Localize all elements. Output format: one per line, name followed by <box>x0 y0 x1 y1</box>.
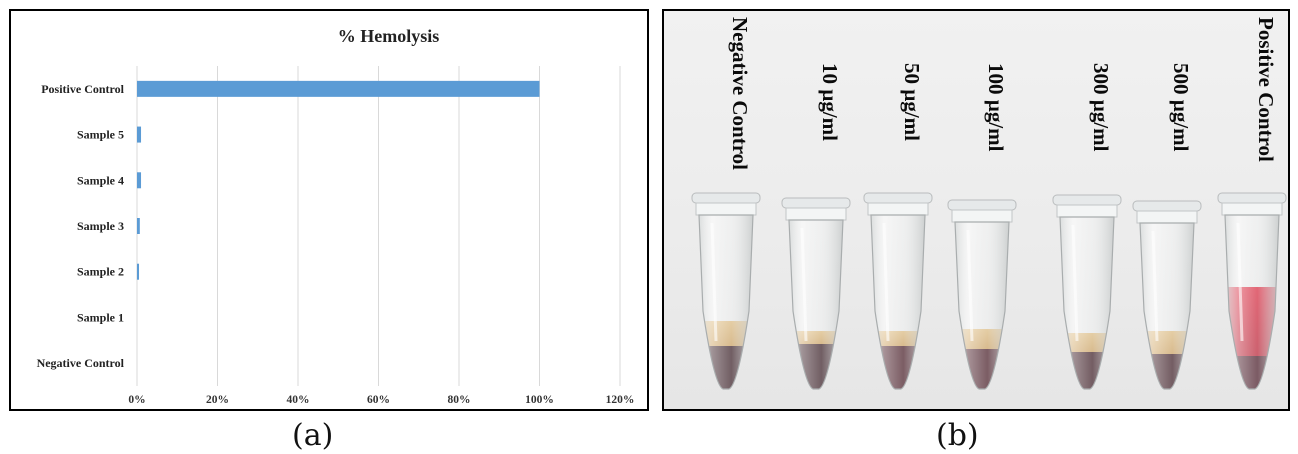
microtube <box>691 192 761 390</box>
category-label: Sample 3 <box>77 219 124 233</box>
tube-label: Positive Control <box>1254 17 1278 162</box>
tube-rim <box>785 207 847 221</box>
tube-highlight <box>882 222 890 342</box>
category-label: Negative Control <box>37 356 125 370</box>
tube-cap <box>863 192 933 204</box>
tube-label: 300 µg/ml <box>1089 63 1113 152</box>
x-tick-label: 60% <box>367 394 390 406</box>
tube-body <box>870 214 926 390</box>
tube-rim <box>1221 202 1283 216</box>
category-label: Positive Control <box>41 82 124 96</box>
chart-title: % Hemolysis <box>338 26 440 46</box>
tube-body <box>954 221 1010 390</box>
tube-body <box>788 219 844 390</box>
x-tick-label: 20% <box>206 394 229 406</box>
tube-highlight <box>1236 222 1244 342</box>
tube-rim <box>1056 204 1118 218</box>
tube-rim <box>695 202 757 216</box>
category-label: Sample 4 <box>77 173 124 187</box>
tube-highlight <box>966 229 974 342</box>
tube-rim <box>867 202 929 216</box>
tube-highlight <box>1071 224 1079 342</box>
tube-cap <box>691 192 761 204</box>
microtube <box>781 197 851 390</box>
bar <box>137 218 140 234</box>
category-label: Sample 1 <box>77 310 124 324</box>
x-tick-label: 80% <box>448 394 471 406</box>
x-tick-label: 120% <box>606 394 635 406</box>
microtube <box>1217 192 1287 390</box>
tube-body <box>1059 216 1115 390</box>
tube-cap <box>781 197 851 209</box>
tube-photo: Negative Control 10 µg/ml 50 µg/ml 100 µg/m… <box>691 17 1287 390</box>
x-tick-label: 100% <box>525 394 554 406</box>
tube-rim <box>1136 210 1198 224</box>
tube-rim <box>951 209 1013 223</box>
x-tick-label: 40% <box>287 394 310 406</box>
tube-cap <box>1132 200 1202 212</box>
tube-body <box>1139 222 1195 390</box>
bar <box>137 263 140 280</box>
tube-cap <box>1052 194 1122 206</box>
panel-b-caption: (b) <box>936 418 979 453</box>
microtube <box>1052 194 1122 390</box>
hemolysis-bar-chart: % Hemolysis 0% 20% 40% 60% 80% 100% 120% Negativ… <box>37 26 635 406</box>
tube-label: Negative Control <box>728 17 752 170</box>
microtube <box>947 199 1017 390</box>
tube-label: 500 µg/ml <box>1169 63 1193 152</box>
tube-body <box>698 214 754 390</box>
category-label: Sample 2 <box>77 265 124 279</box>
bar <box>137 80 540 97</box>
hemolysis-chart-panel: % Hemolysis 0% 20% 40% 60% 80% 100% 120% Negativ… <box>9 9 649 411</box>
tube-cap <box>947 199 1017 211</box>
microtube <box>1132 200 1202 390</box>
category-label: Sample 5 <box>77 128 124 142</box>
tube-label: 100 µg/ml <box>984 63 1008 152</box>
tube-label: 50 µg/ml <box>900 63 924 141</box>
bar <box>137 126 142 143</box>
microtube <box>863 192 933 390</box>
bar <box>137 172 142 189</box>
tube-photo-panel: Negative Control 10 µg/ml 50 µg/ml 100 µg/m… <box>662 9 1290 411</box>
tube-label: 10 µg/ml <box>818 63 842 141</box>
tube-cap <box>1217 192 1287 204</box>
tube-body <box>1224 214 1280 390</box>
tube-highlight <box>1151 230 1159 342</box>
tube-highlight <box>710 222 718 342</box>
x-tick-label: 0% <box>128 394 145 406</box>
panel-a-caption: (a) <box>292 418 334 453</box>
tube-highlight <box>800 227 808 342</box>
